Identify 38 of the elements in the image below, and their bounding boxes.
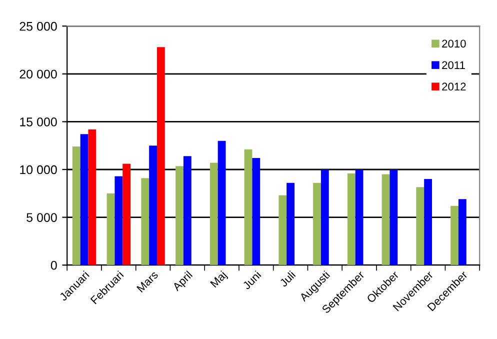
legend-label: 2010 xyxy=(442,40,466,48)
bar xyxy=(382,174,390,266)
y-tick-label: 0 xyxy=(50,260,57,270)
bar xyxy=(149,146,157,266)
bar xyxy=(390,170,398,266)
legend-label: 2011 xyxy=(442,61,465,70)
bar xyxy=(252,158,260,266)
x-tick-label: Maj xyxy=(210,270,229,290)
y-tick-label: 15 000 xyxy=(20,118,57,126)
bar xyxy=(424,179,432,266)
y-tick-label: 10 000 xyxy=(20,165,57,174)
bar xyxy=(114,176,123,266)
bar xyxy=(286,182,294,266)
bar xyxy=(156,47,165,266)
bar xyxy=(347,173,356,266)
bar xyxy=(416,187,424,266)
bar xyxy=(450,206,458,266)
bar xyxy=(88,129,96,266)
bar xyxy=(458,199,466,266)
bar xyxy=(176,166,184,266)
y-tick-label: 5 000 xyxy=(26,213,57,222)
legend-label: 2012 xyxy=(442,82,466,91)
bar xyxy=(80,134,88,266)
bar xyxy=(122,164,131,266)
x-tick-label: Juli xyxy=(278,270,296,288)
bar xyxy=(72,146,80,266)
y-tick-label: 25 000 xyxy=(20,22,57,31)
bar xyxy=(210,162,218,266)
bar xyxy=(141,178,150,266)
bar xyxy=(106,193,115,266)
bar xyxy=(278,195,287,266)
bar xyxy=(320,170,329,266)
bar xyxy=(313,182,321,266)
bar xyxy=(244,149,252,266)
y-tick-label: 20 000 xyxy=(20,70,57,79)
bar xyxy=(183,156,192,266)
bar xyxy=(355,170,364,266)
bar xyxy=(218,140,226,266)
